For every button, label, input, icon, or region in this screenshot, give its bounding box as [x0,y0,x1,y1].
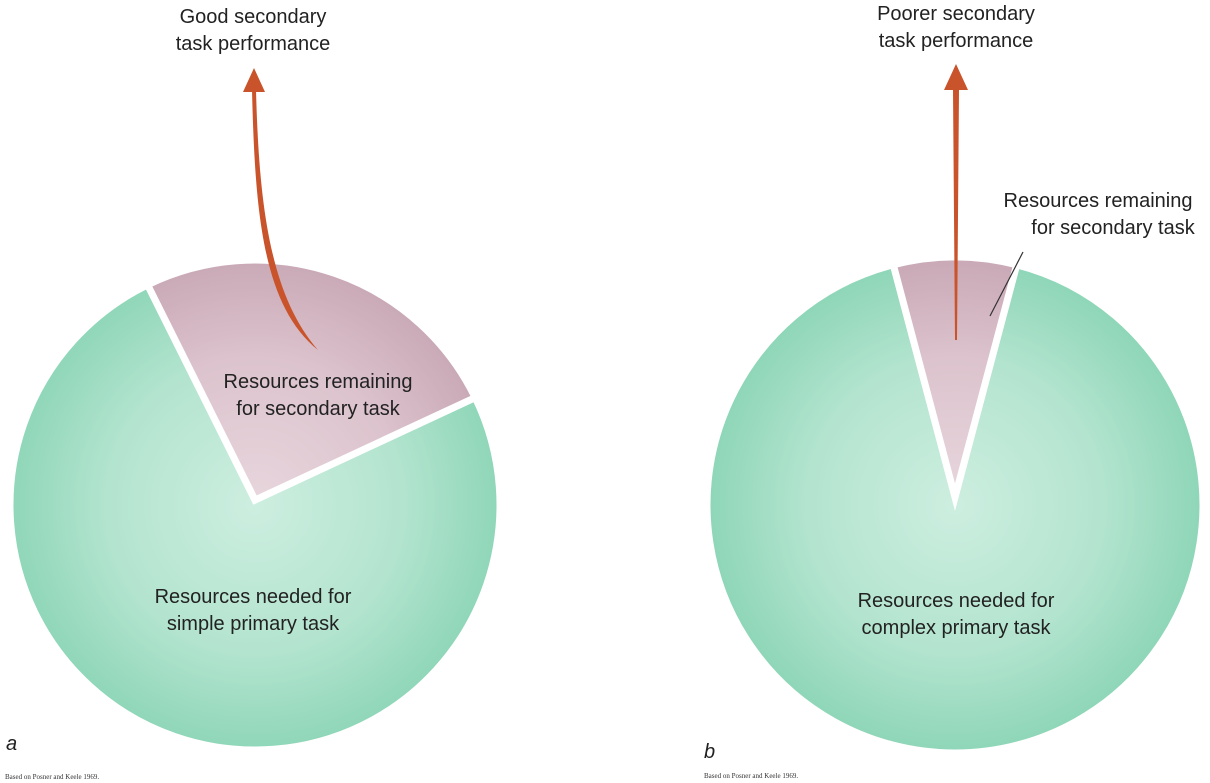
panel-b-arrow-label-line1: Poorer secondary [877,3,1035,25]
panel-a-arrow-head [243,68,265,92]
panel-b-leader-line [989,251,1024,317]
panel-b-secondary-label-line1: Resources remaining [1004,190,1193,212]
panel-b-secondary-label-line2: for secondary task [1031,217,1195,239]
panel-a: Good secondary task performance Resource… [5,6,504,781]
panel-b-primary-label-line2: complex primary task [862,617,1052,639]
panel-b: Poorer secondary task performance Resour… [703,3,1207,780]
panel-b-arrow-label-line2: task performance [879,30,1034,52]
panel-a-primary-label-line1: Resources needed for [155,586,352,608]
panel-b-arrow-head [944,64,968,90]
panel-a-secondary-slice [142,256,480,505]
panel-b-arrow-shaft [953,90,959,340]
panel-a-arrow-label-line1: Good secondary [180,6,327,28]
panel-a-primary-label-line2: simple primary task [167,613,340,635]
panel-a-secondary-label-line1: Resources remaining [224,371,413,393]
panel-a-arrow-label-line2: task performance [176,33,331,55]
panel-a-letter: a [6,733,17,755]
panel-b-letter: b [704,741,715,763]
panel-a-primary-slice [6,280,504,754]
panel-a-credit: Based on Posner and Keele 1969. [5,773,99,781]
panel-a-secondary-label-line2: for secondary task [236,398,400,420]
panel-b-primary-label-line1: Resources needed for [858,590,1055,612]
panel-b-credit: Based on Posner and Keele 1969. [704,772,798,780]
panel-a-arrow-shaft [252,90,318,350]
